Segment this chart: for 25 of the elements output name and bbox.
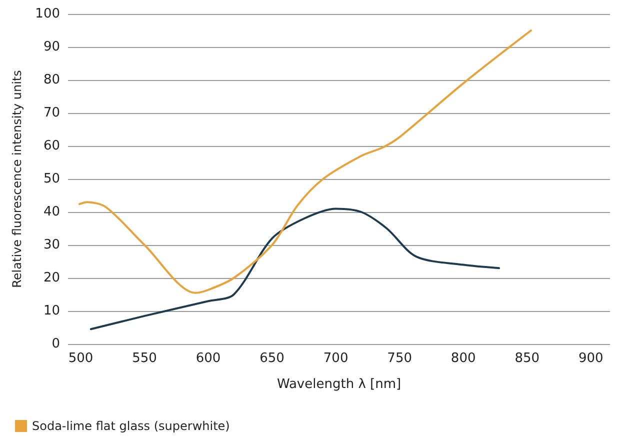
- y-tick-label: 40: [43, 204, 60, 220]
- y-tick-label: 10: [43, 304, 60, 318]
- y-tick-label: 60: [43, 138, 60, 154]
- y-tick-label: 30: [43, 238, 60, 252]
- y-axis-title: Relative fluorescence intensity units: [10, 70, 24, 288]
- y-tick-label: 20: [43, 270, 60, 286]
- x-tick-label: 900: [578, 351, 604, 366]
- x-tick-label: 550: [132, 351, 157, 366]
- y-tick-label: 100: [35, 6, 60, 22]
- line-series: [78, 30, 532, 294]
- y-tick-label: 0: [52, 336, 60, 352]
- x-tick-label: 600: [196, 351, 221, 366]
- x-tick-label: 850: [514, 351, 540, 366]
- y-tick-label: 50: [43, 172, 60, 186]
- x-tick-label: 800: [450, 351, 476, 366]
- x-tick-label: 700: [323, 351, 348, 366]
- x-tick-label: 650: [260, 351, 284, 366]
- x-tick-label: 750: [387, 351, 412, 366]
- x-axis-title: Wavelength λ [nm]: [276, 377, 402, 392]
- legend-label: Soda-lime flat glass (superwhite): [32, 419, 230, 433]
- line-series: [90, 208, 500, 330]
- y-tick-label: 80: [43, 72, 60, 88]
- y-tick-label: 70: [43, 106, 60, 120]
- y-tick-label: 90: [43, 40, 60, 54]
- x-tick-label: 500: [68, 351, 94, 366]
